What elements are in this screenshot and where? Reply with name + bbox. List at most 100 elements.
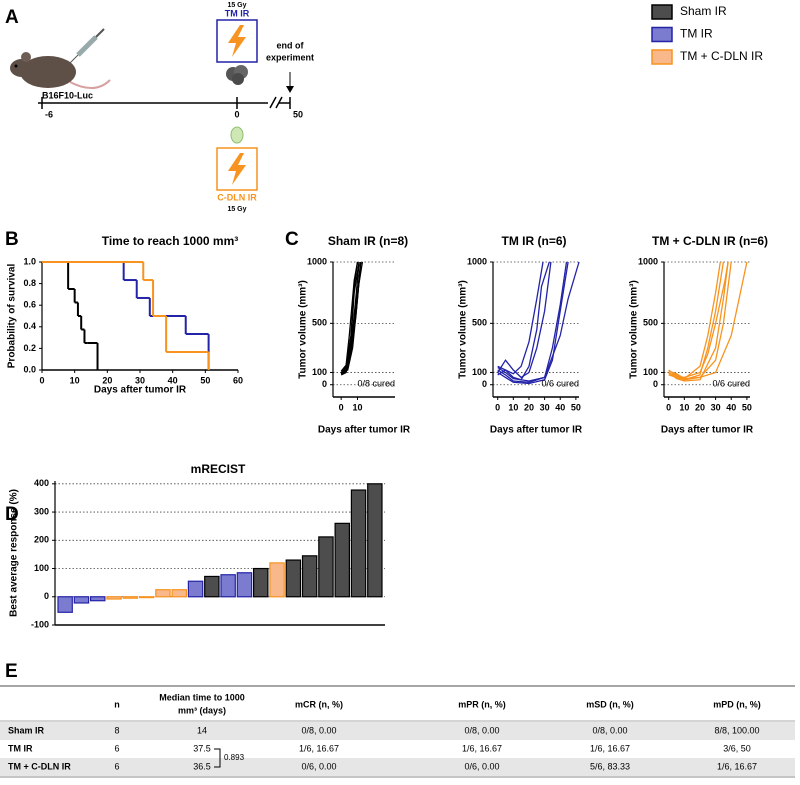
bar [301,555,318,598]
x-tick-label: 20 [102,375,112,385]
cured-annotation: 0/8 cured [357,378,395,388]
growth-curve [497,261,569,385]
bar [285,559,302,598]
tm-ir-label: TM IR [225,8,250,18]
timeline-label: -6 [45,109,53,119]
y-tick-label: 0 [653,379,658,389]
comparison-bracket [214,748,221,768]
y-tick-label: 1000 [307,256,327,266]
growth-curve [497,261,544,375]
row-label: Sham IR [8,725,45,735]
x-tick-label: 30 [135,375,145,385]
y-tick-label: 400 [34,478,49,488]
x-tick-label: 30 [540,402,550,412]
table-cell: 1/6, 16.67 [717,761,757,771]
chart-title: Time to reach 1000 mm³ [102,234,239,248]
syringe-plunger [95,28,105,38]
chart-title: Sham IR (n=8) [328,234,408,248]
x-tick-label: 50 [742,402,752,412]
bar [269,562,285,598]
bar [138,596,155,599]
y-tick-label: 0.4 [23,321,36,331]
table-cell: 1/6, 16.67 [299,743,339,753]
y-tick-label: 1000 [638,256,658,266]
legend-swatch [651,26,673,43]
x-tick-label: 0 [339,402,344,412]
growth-curve [668,261,725,381]
row-label: TM + C-DLN IR [8,761,71,771]
y-tick-label: 0.6 [23,300,36,310]
table-cell: 0/8, 0.00 [592,725,627,735]
syringe-barrel [76,35,98,57]
y-tick-label: 100 [472,367,487,377]
timeline-break [269,96,277,109]
end-note: experiment [266,52,314,62]
legend-swatch [651,49,673,65]
table-cell: 36.5 [193,761,211,771]
chart-title: TM IR (n=6) [502,234,567,248]
bar [350,489,367,598]
lymph-node-icon [230,126,244,144]
timeline-label: 0 [234,109,239,119]
p-value: 0.893 [224,753,245,762]
panel-label: E [5,661,18,682]
y-tick-label: 500 [312,318,327,328]
bar [57,596,73,613]
row-background [0,758,795,776]
column-header: mm³ (days) [178,705,226,715]
growth-curve [340,261,360,375]
dose-label: 15 Gy [227,206,246,213]
end-arrowhead [286,86,294,93]
y-tick-label: 1.0 [23,256,36,266]
table-cell: 6 [114,761,119,771]
y-tick-label: 0 [44,591,49,601]
bar [318,536,334,598]
mouse-icon [10,52,111,89]
x-tick-label: 0 [39,375,44,385]
x-tick-label: 10 [70,375,80,385]
y-tick-label: 0 [482,379,487,389]
growth-curve [340,261,359,372]
bar [253,567,269,598]
table-cell: 0/8, 0.00 [464,725,499,735]
y-tick-label: 0.0 [23,364,36,374]
syringe-needle [69,54,79,64]
table-cell: 0/8, 0.00 [301,725,336,735]
column-header: n [114,699,120,709]
y-tick-label: 500 [472,318,487,328]
column-header: mCR (n, %) [295,699,343,709]
growth-curve [668,261,729,382]
mouse-head [10,59,34,77]
row-label: TM IR [8,743,33,753]
growth-curve [497,261,552,379]
x-axis-label: Days after tumor IR [94,385,187,396]
x-axis-label: Days after tumor IR [490,425,583,436]
y-tick-label: 500 [643,318,658,328]
legend-label: TM IR [680,27,713,41]
table-cell: 8/8, 100.00 [714,725,759,735]
panel-label: A [5,7,19,28]
bar [73,596,90,604]
y-tick-label: 200 [34,535,49,545]
column-header: mSD (n, %) [586,699,634,709]
column-header: mPR (n, %) [458,699,506,709]
bar [122,596,139,599]
mouse-body [20,56,76,88]
table-cell: 5/6, 83.33 [590,761,630,771]
y-tick-label: 0.8 [23,278,36,288]
bar [334,522,351,598]
end-note: end of [277,40,305,50]
bar [171,589,188,598]
table-cell: 0/6, 0.00 [301,761,336,771]
x-tick-label: 10 [679,402,689,412]
y-tick-label: 0.2 [23,343,36,353]
y-tick-label: 0 [322,379,327,389]
timeline-label: 50 [293,109,303,119]
chart-title: mRECIST [191,462,246,476]
x-tick-label: 20 [695,402,705,412]
chart-title: TM + C-DLN IR (n=6) [652,234,768,248]
x-tick-label: 20 [524,402,534,412]
